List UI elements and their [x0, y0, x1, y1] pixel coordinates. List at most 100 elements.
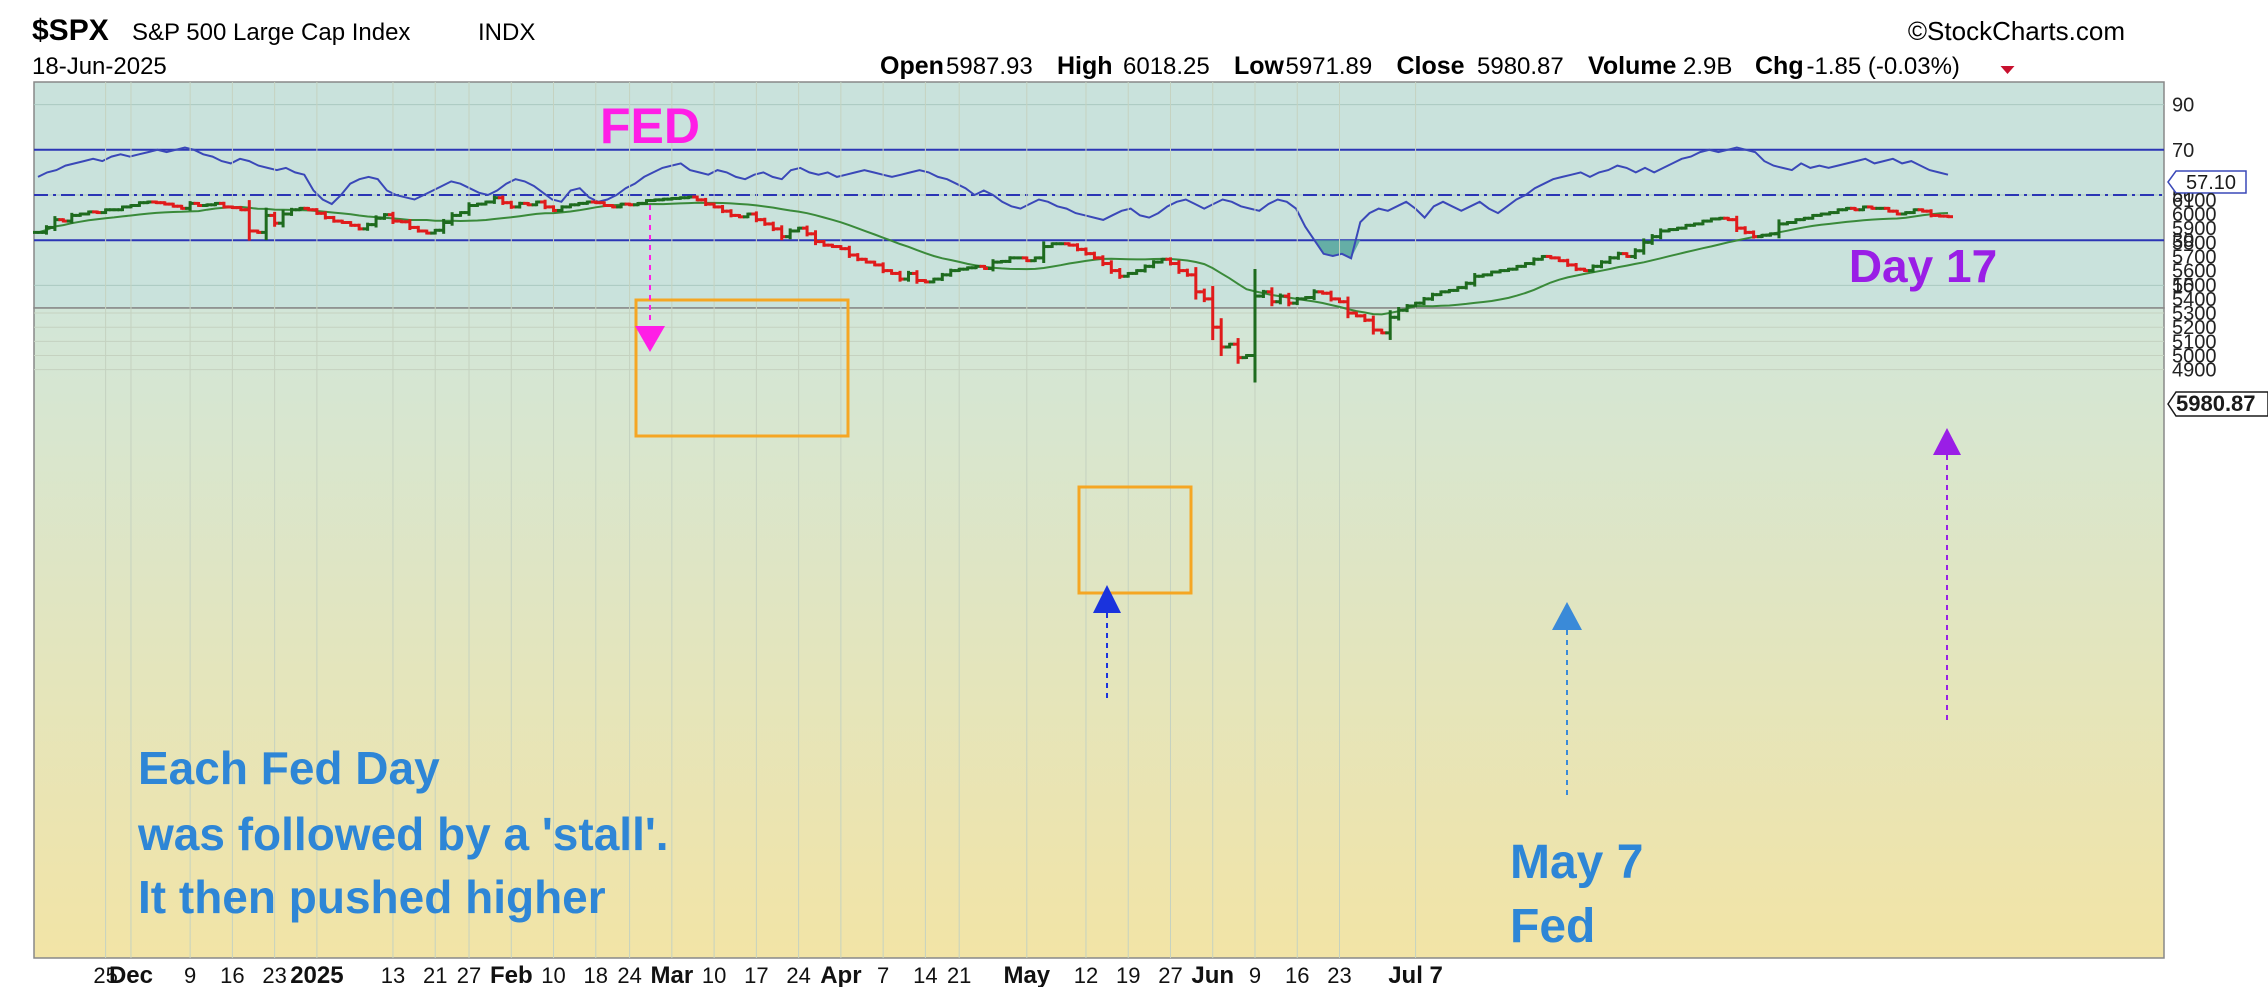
last-price-tag-box [2167, 391, 2268, 417]
ohlc-label: Volume [1588, 52, 1677, 80]
price-tick-label: 5800 [2172, 232, 2217, 254]
ohlc-label: Low [1234, 52, 1285, 80]
x-tick-label: 19 [1116, 963, 1140, 987]
ohlc-value: -1.85 (-0.03%) [1807, 53, 1960, 80]
x-tick-label: 14 [913, 963, 937, 987]
x-tick-label: 10 [541, 963, 565, 987]
x-tick-label: 24 [786, 963, 810, 987]
stall-box-march [1077, 485, 1193, 595]
rsi-tick-label: 30 [2172, 230, 2194, 252]
rsi-tick-label: 10 [2172, 275, 2194, 297]
rsi-reference-lines [34, 148, 2164, 242]
note-line-1: Each Fed Day [138, 742, 440, 794]
x-tick-label: Feb [490, 962, 533, 987]
price-tick-label: 5400 [2172, 289, 2217, 311]
price-tick-label: 5000 [2172, 346, 2217, 368]
x-tick-label: 12 [1074, 963, 1098, 987]
x-tick-label: 2025 [290, 962, 343, 987]
price-tick-label: 5600 [2172, 261, 2217, 283]
price-tick-label: 5900 [2172, 218, 2217, 240]
ohlc-label: Chg [1755, 52, 1804, 80]
x-tick-label: 27 [457, 963, 481, 987]
last-price-tag: 5980.87 [2167, 391, 2268, 417]
ticker-symbol: $SPX [32, 14, 109, 47]
x-tick-label: Apr [820, 962, 861, 987]
price-panel-background [33, 307, 2165, 959]
price-tick-label: 5700 [2172, 246, 2217, 268]
price-tick-label: 5200 [2172, 317, 2217, 339]
note-line-3: It then pushed higher [138, 871, 606, 923]
x-tick-label: 25 [93, 963, 117, 987]
x-tick-label: 16 [1285, 963, 1309, 987]
rsi-value-tag: 57.10 [2167, 170, 2247, 194]
x-tick-label: 10 [702, 963, 726, 987]
x-tick-label: 23 [1327, 963, 1351, 987]
price-bars [33, 195, 1953, 383]
march-fed-arrow-head [1093, 585, 1121, 613]
x-tick-label: 21 [423, 963, 447, 987]
x-tick-label: May [1003, 962, 1050, 987]
day17-label: Day 17 [1849, 240, 1997, 292]
ohlc-label: High [1057, 52, 1113, 80]
x-tick-label: 16 [220, 963, 244, 987]
rsi-line [37, 146, 1949, 260]
annotations: FED Day 17 Each Fed Day was followed by … [137, 98, 1997, 953]
index-name: S&P 500 Large Cap Index [132, 19, 410, 46]
x-tick-label: Dec [109, 962, 153, 987]
rsi-tick-label: 90 [2172, 95, 2194, 117]
stall-boxes [634, 298, 1193, 595]
may7-fed-label: Fed [1510, 900, 1595, 953]
rsi-tick-label: 70 [2172, 140, 2194, 162]
price-axis: 4900500051005200530054005500560057005800… [2172, 190, 2217, 382]
fed-arrow-head [635, 326, 665, 352]
ohlc-label: Open [880, 52, 944, 80]
stall-box-feb [634, 298, 850, 438]
x-tick-label: 7 [877, 963, 889, 987]
x-tick-label: 24 [617, 963, 641, 987]
price-tick-label: 6100 [2172, 190, 2217, 212]
x-tick-label: 13 [381, 963, 405, 987]
price-panel: 4900500051005200530054005500560057005800… [33, 82, 2268, 987]
day17-arrow-head [1933, 428, 1961, 455]
last-price-text: 5980.87 [2176, 391, 2256, 416]
note-line-2: was followed by a 'stall'. [137, 808, 669, 860]
x-tick-label: Mar [651, 962, 694, 987]
rsi-value-tag-box [2167, 170, 2247, 194]
price-tick-label: 5500 [2172, 275, 2217, 297]
may-fed-arrow-head [1552, 602, 1582, 630]
ohlc-value: 2.9B [1683, 53, 1732, 80]
chart-header: $SPX S&P 500 Large Cap Index INDX 18-Jun… [32, 14, 2125, 80]
rsi-value-text: 57.10 [2186, 172, 2236, 194]
ohlc-bar [1943, 214, 1953, 219]
ohlc-label: Close [1397, 52, 1465, 80]
chart-date: 18-Jun-2025 [32, 53, 167, 80]
exchange-label: INDX [478, 19, 535, 46]
price-grid [34, 82, 2164, 958]
price-tick-label: 5100 [2172, 331, 2217, 353]
x-tick-label: Jul 7 [1388, 962, 1443, 987]
fed-label: FED [600, 98, 700, 154]
price-tick-label: 6000 [2172, 204, 2217, 226]
ohlc-value: 5987.93 [946, 53, 1033, 80]
brand-label: ©StockCharts.com [1908, 16, 2125, 46]
ohlc-summary: Open 5987.93 High 6018.25 Low 5971.89 Close 598… [880, 52, 2015, 80]
price-tick-label: 4900 [2172, 360, 2217, 382]
x-tick-label: 17 [744, 963, 768, 987]
x-tick-label: 21 [947, 963, 971, 987]
x-tick-label: 9 [1249, 963, 1261, 987]
x-tick-label: 27 [1158, 963, 1182, 987]
x-tick-label: Jun [1191, 962, 1234, 987]
down-change-icon [2000, 66, 2015, 74]
x-tick-label: 23 [262, 963, 286, 987]
ohlc-value: 5980.87 [1477, 53, 1564, 80]
ohlc-value: 5971.89 [1286, 53, 1373, 80]
ohlc-value: 6018.25 [1123, 53, 1210, 80]
may7-label: May 7 [1510, 836, 1643, 889]
x-tick-label: 18 [584, 963, 608, 987]
x-tick-label: 9 [184, 963, 196, 987]
price-tick-label: 5300 [2172, 303, 2217, 325]
